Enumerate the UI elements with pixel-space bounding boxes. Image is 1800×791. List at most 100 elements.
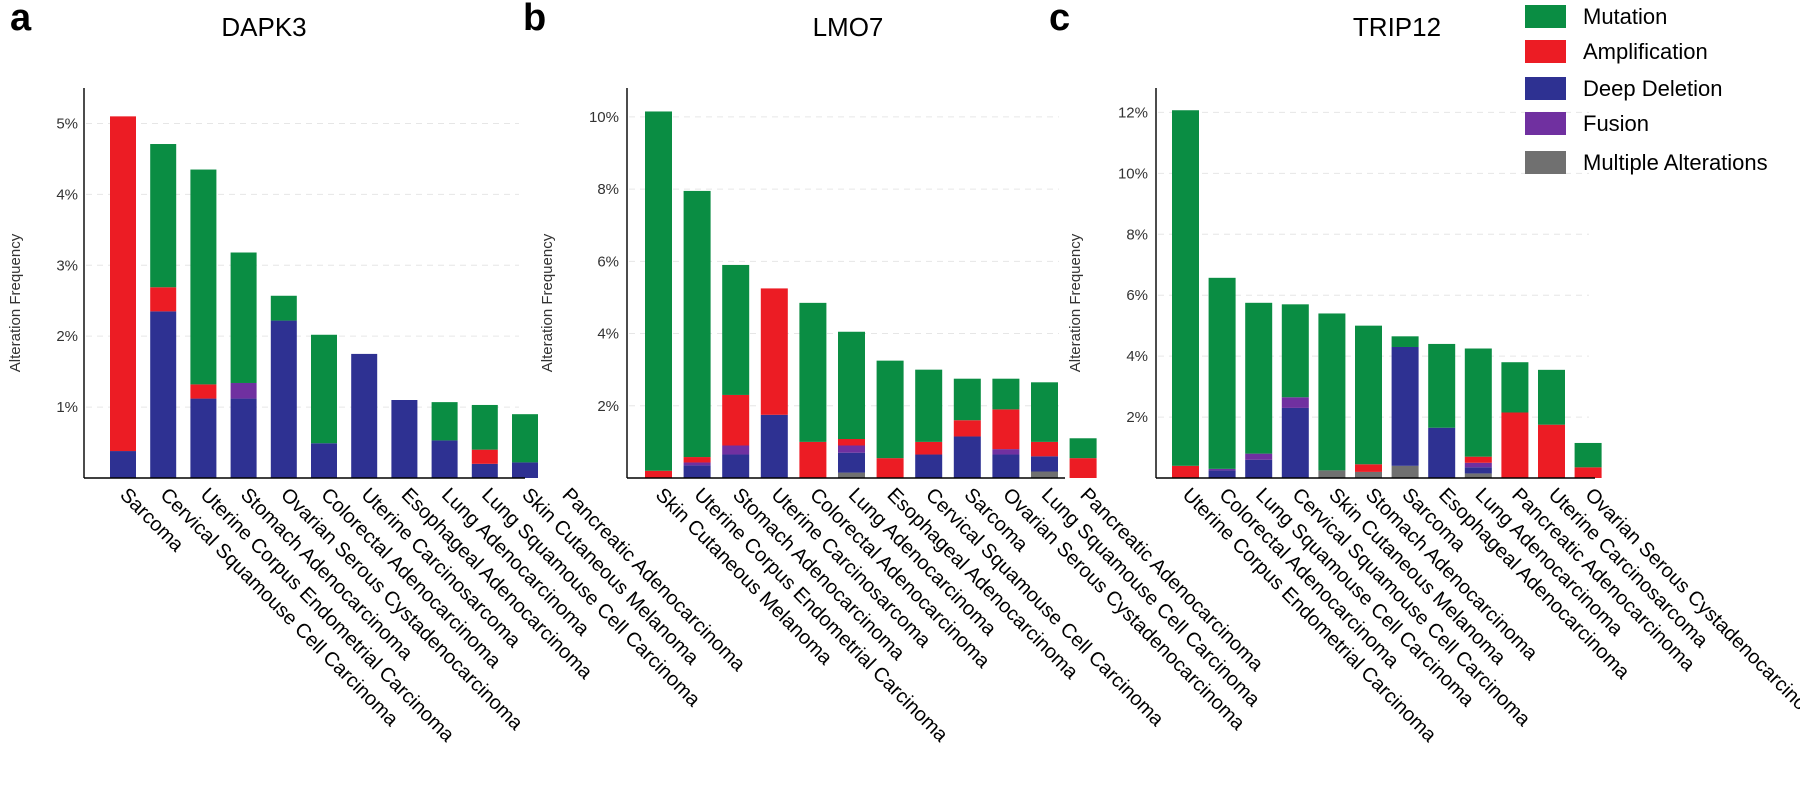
bar-segment-mutation: [270, 295, 297, 321]
bar-segment-deep-deletion: [431, 440, 458, 478]
bar-segment-deep-deletion: [838, 452, 865, 473]
y-tick-label: 4%: [1126, 348, 1148, 365]
bar-segment-mutation: [1318, 313, 1346, 471]
bar-segment-deep-deletion: [1281, 407, 1309, 478]
bar-segment-fusion: [992, 449, 1020, 455]
bar-segment-deep-deletion: [992, 454, 1020, 478]
bar-segment-mutation: [645, 111, 672, 471]
bar-segment-amplification: [1031, 441, 1058, 457]
bar-segment-deep-deletion: [1245, 459, 1273, 478]
bar-segment-amplification: [645, 470, 672, 478]
bar-segment-amplification: [1538, 424, 1565, 478]
bar-segment-amplification: [1069, 458, 1097, 478]
y-tick-label: 10%: [1118, 165, 1148, 182]
bar-segment-fusion: [722, 445, 750, 455]
bar-segment-fusion: [230, 382, 257, 399]
bar-segment-mutation: [1428, 343, 1456, 428]
y-axis-label: Alteration Frequency: [539, 233, 556, 372]
bar-segment-fusion: [838, 445, 865, 453]
bar-segment-mutation: [1391, 336, 1419, 347]
chart-title: LMO7: [813, 12, 884, 42]
bar-segment-deep-deletion: [1464, 467, 1492, 474]
chart-title: TRIP12: [1353, 12, 1441, 42]
bar-segment-mutation: [953, 378, 981, 421]
bar-segment-deep-deletion: [150, 311, 177, 478]
bar-segment-fusion: [1464, 462, 1492, 468]
y-tick-label: 2%: [1126, 409, 1148, 426]
bar-segment-mutation: [722, 264, 750, 395]
chart-title: DAPK3: [221, 12, 306, 42]
bar-segment-deep-deletion: [110, 451, 136, 478]
y-tick-label: 3%: [56, 257, 78, 274]
bar-segment-amplification: [915, 441, 943, 455]
legend-swatch-multiple: [1525, 151, 1566, 174]
legend-swatch-fusion: [1525, 112, 1566, 135]
bar-segment-amplification: [1172, 465, 1199, 478]
legend-swatch-mutation: [1525, 5, 1566, 28]
bar-segment-mutation: [1245, 302, 1273, 454]
bar-segment-mutation: [311, 334, 337, 444]
bar-segment-deep-deletion: [190, 398, 217, 478]
bar-segment-mutation: [799, 302, 827, 442]
bar-segment-mutation: [230, 252, 257, 383]
bar-segment-mutation: [683, 190, 711, 458]
bar-segment-mutation: [150, 144, 177, 288]
bar-segment-deep-deletion: [760, 414, 788, 478]
bar-segment-deep-deletion: [471, 463, 498, 478]
bar-segment-multiple: [1355, 471, 1382, 478]
y-axis-label: Alteration Frequency: [7, 233, 24, 372]
bar-segment-amplification: [1501, 412, 1529, 478]
y-tick-label: 8%: [1126, 226, 1148, 243]
bar-segment-mutation: [1069, 438, 1097, 459]
bar-segment-fusion: [1281, 397, 1309, 408]
bar-segment-fusion: [1208, 468, 1236, 471]
bar-segment-mutation: [915, 369, 943, 442]
bar-segment-deep-deletion: [1031, 456, 1058, 472]
bar-segment-mutation: [1281, 304, 1309, 398]
bar-segment-deep-deletion: [311, 443, 337, 478]
bar-segment-amplification: [722, 394, 750, 446]
panel-letter: a: [10, 0, 32, 39]
bar-segment-mutation: [838, 331, 865, 439]
y-tick-label: 4%: [597, 326, 619, 343]
bar-segment-deep-deletion: [270, 320, 297, 478]
bar-segment-multiple: [838, 472, 865, 478]
bar-segment-deep-deletion: [1208, 470, 1236, 478]
y-tick-label: 1%: [56, 399, 78, 416]
legend-label: Mutation: [1583, 4, 1667, 29]
bar-segment-deep-deletion: [1391, 346, 1419, 466]
bar-segment-mutation: [471, 404, 498, 450]
bar-segment-fusion: [683, 462, 711, 466]
bar-segment-amplification: [1355, 464, 1382, 472]
bar-segment-deep-deletion: [953, 436, 981, 478]
bar-segment-mutation: [1538, 369, 1565, 425]
y-tick-label: 4%: [56, 186, 78, 203]
bar-segment-deep-deletion: [230, 398, 257, 478]
legend-swatch-amplification: [1525, 40, 1566, 63]
bar-segment-multiple: [1318, 470, 1346, 478]
legend-label: Fusion: [1583, 111, 1649, 136]
bar-segment-mutation: [1208, 277, 1236, 469]
bar-segment-mutation: [431, 402, 458, 441]
bar-segment-amplification: [799, 441, 827, 478]
bar-segment-mutation: [1172, 110, 1199, 466]
bar-segment-deep-deletion: [915, 454, 943, 478]
panel-letter: b: [523, 0, 546, 39]
bar-segment-amplification: [838, 439, 865, 446]
bar-segment-deep-deletion: [683, 465, 711, 478]
y-tick-label: 6%: [597, 253, 619, 270]
bar-segment-mutation: [190, 169, 217, 385]
y-tick-label: 12%: [1118, 104, 1148, 121]
bar-segment-amplification: [992, 409, 1020, 450]
bar-segment-amplification: [953, 420, 981, 437]
legend-swatch-deep-deletion: [1525, 77, 1566, 100]
bar-segment-amplification: [110, 116, 136, 452]
legend-label: Amplification: [1583, 39, 1708, 64]
bar-segment-mutation: [1031, 382, 1058, 442]
legend: Mutation Amplification Deep Deletion Fusion…: [1525, 4, 1768, 175]
bar-segment-mutation: [1355, 325, 1382, 465]
bar-segment-amplification: [760, 288, 788, 415]
y-tick-label: 2%: [56, 328, 78, 345]
